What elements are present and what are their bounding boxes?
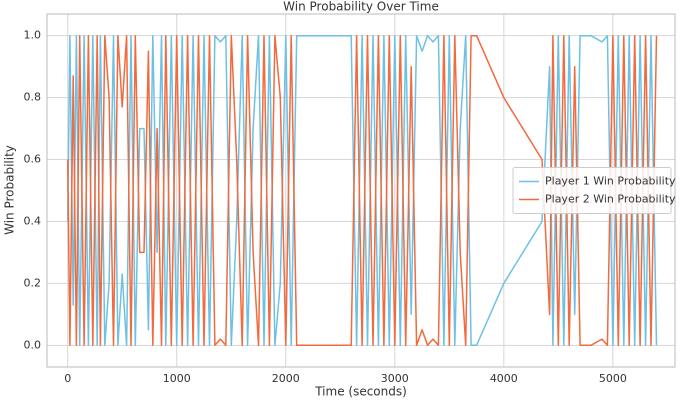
x-axis-label: Time (seconds) [314, 385, 407, 399]
chart-title: Win Probability Over Time [283, 0, 439, 14]
series-line [66, 34, 658, 347]
x-tick-label: 4000 [490, 372, 518, 385]
y-tick-label: 0.8 [24, 91, 42, 104]
y-tick-label: 0.6 [24, 153, 42, 166]
y-tick-label: 0.0 [24, 338, 42, 351]
x-tick-label: 3000 [381, 372, 409, 385]
y-tick-label: 0.4 [24, 214, 42, 227]
x-tick-label: 5000 [599, 372, 627, 385]
y-tick-label: 1.0 [24, 29, 42, 42]
legend-label: Player 2 Win Probability [545, 193, 676, 206]
y-tick-label: 0.2 [24, 276, 42, 289]
x-tick-label: 0 [64, 372, 71, 385]
plot-frame [46, 13, 676, 368]
x-tick-label: 2000 [272, 372, 300, 385]
legend: Player 1 Win Probability Player 2 Win Pro… [512, 167, 676, 214]
x-tick-label: 1000 [163, 372, 191, 385]
y-axis-label: Win Probability [3, 145, 17, 235]
legend-box [512, 167, 672, 214]
legend-label: Player 1 Win Probability [545, 175, 676, 188]
